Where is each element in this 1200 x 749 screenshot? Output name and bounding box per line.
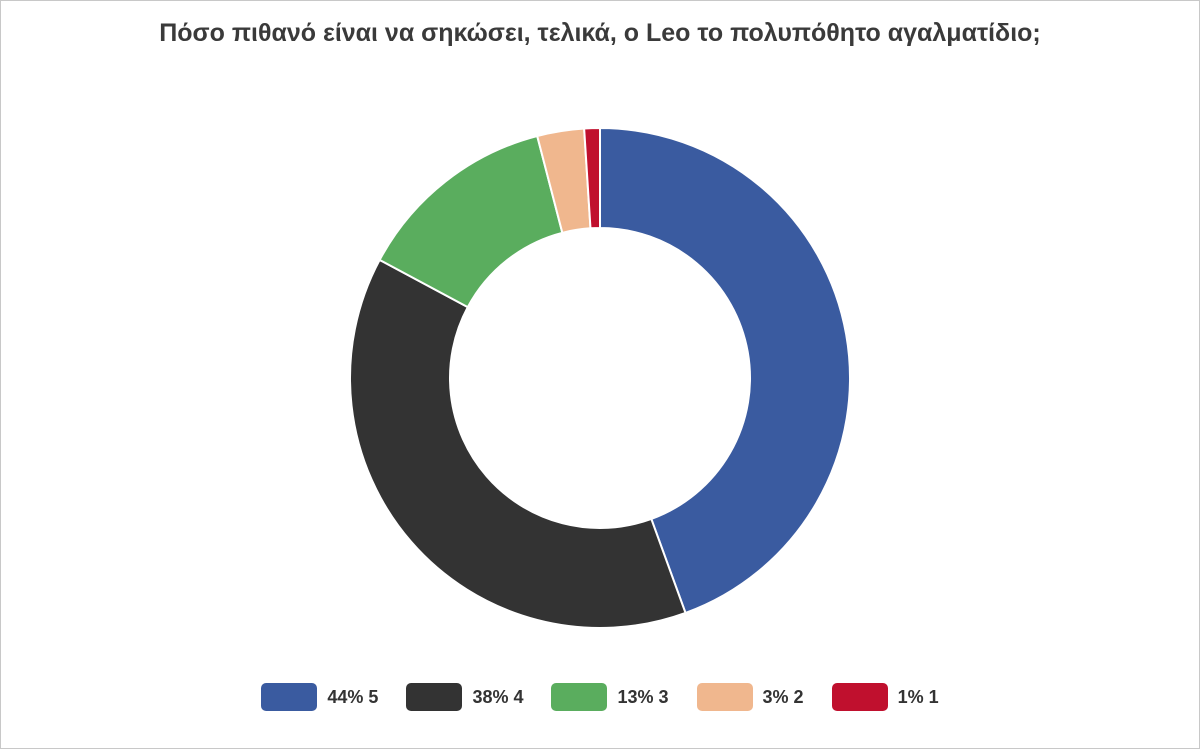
legend-label-3: 13% 3 xyxy=(617,686,669,707)
donut-slice-4 xyxy=(349,258,687,629)
donut-slice-5 xyxy=(599,126,851,615)
legend-swatch-4 xyxy=(406,683,463,711)
donut-chart xyxy=(349,126,851,629)
legend-item-2: 3% 2 xyxy=(696,683,804,711)
legend-item-1: 1% 1 xyxy=(831,683,939,711)
legend-item-4: 38% 4 xyxy=(406,683,523,711)
legend-label-1: 1% 1 xyxy=(897,686,939,707)
legend-swatch-1 xyxy=(831,683,888,711)
chart-legend: 44% 5 38% 4 13% 3 3% 2 1% 1 xyxy=(0,680,1200,714)
legend-item-3: 13% 3 xyxy=(551,683,669,711)
legend-label-5: 44% 5 xyxy=(327,686,379,707)
donut-slice-1 xyxy=(583,126,601,230)
legend-label-4: 38% 4 xyxy=(472,686,524,707)
chart-title: Πόσο πιθανό είναι να σηκώσει, τελικά, ο … xyxy=(159,19,1041,47)
legend-swatch-2 xyxy=(696,683,753,711)
legend-label-2: 3% 2 xyxy=(762,686,804,707)
legend-swatch-3 xyxy=(551,683,608,711)
legend-item-5: 44% 5 xyxy=(261,683,378,711)
legend-swatch-5 xyxy=(261,683,318,711)
